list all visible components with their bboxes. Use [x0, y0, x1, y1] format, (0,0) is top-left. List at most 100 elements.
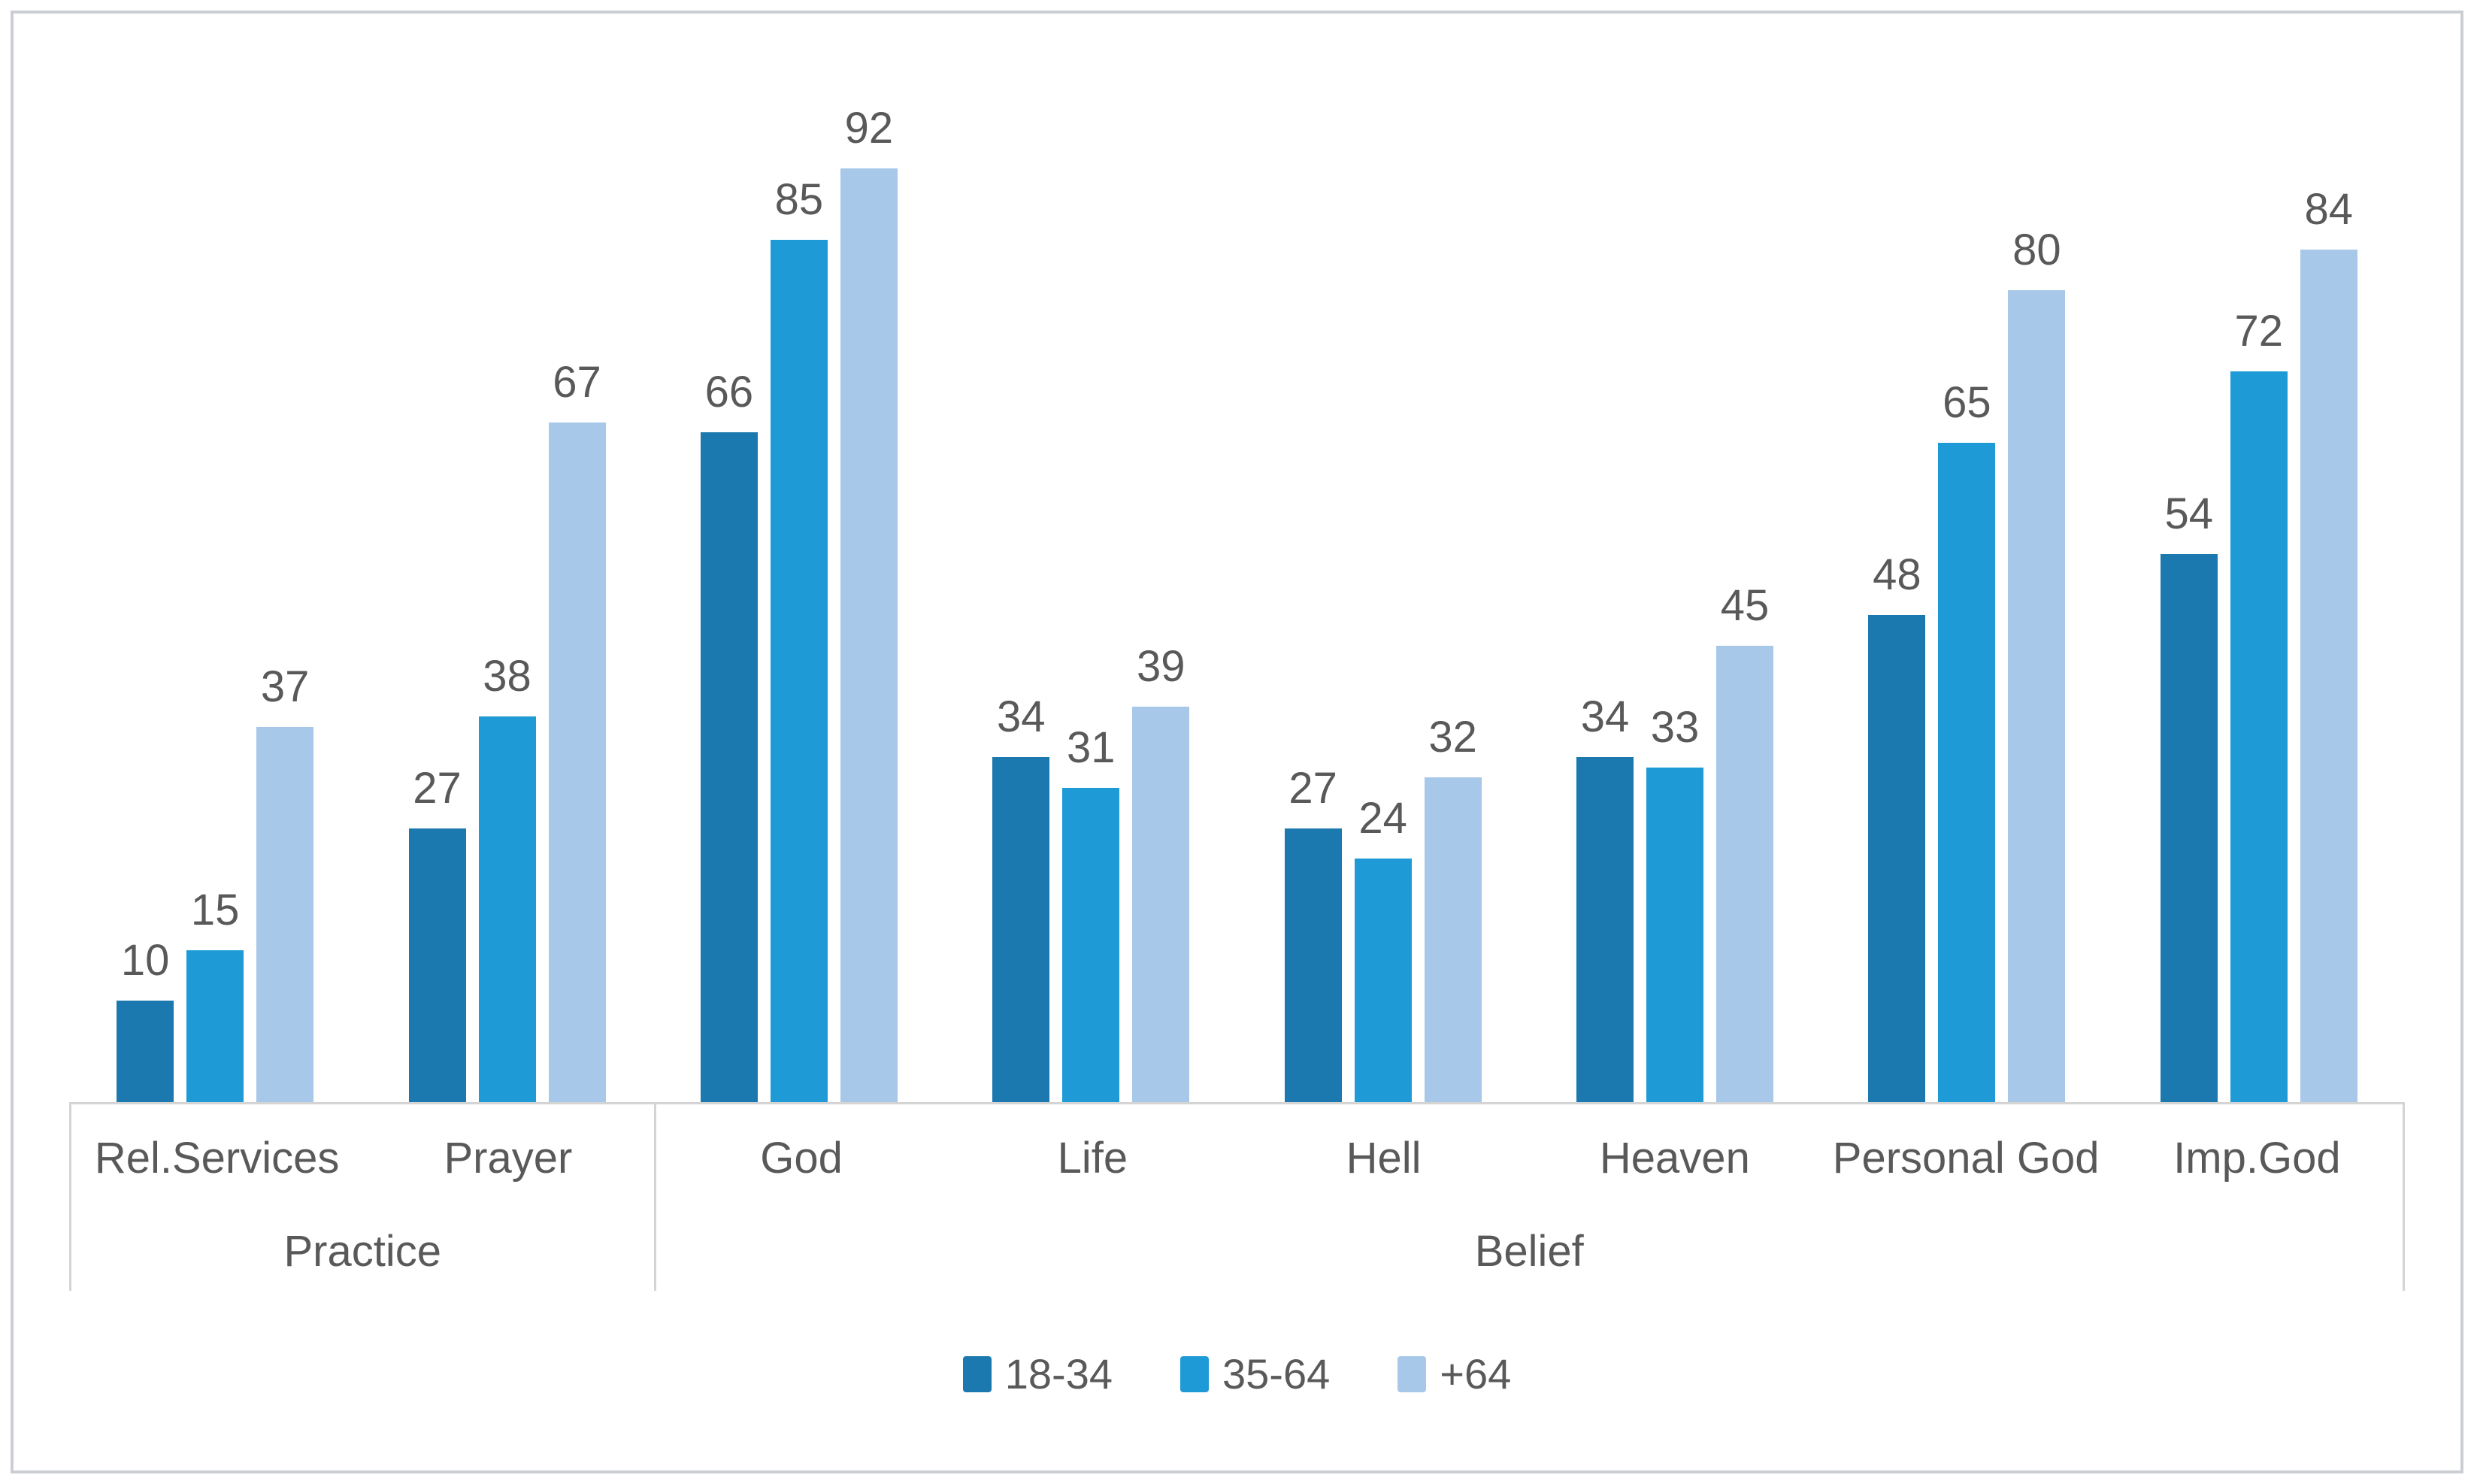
axis-category-row: God Life Hell Heaven Personal God Imp.God [656, 1104, 2403, 1211]
legend-item: +64 [1397, 1349, 1511, 1398]
bar [186, 949, 244, 1102]
bar-group-item: 27 [1284, 763, 1342, 1102]
bar [256, 726, 314, 1102]
bar-value-label: 38 [483, 652, 531, 701]
bar [840, 168, 898, 1102]
bar-value-label: 10 [120, 936, 170, 986]
category-column: 34 33 45 [1529, 14, 1821, 1102]
bar-group-item: 85 [770, 174, 828, 1102]
axis-category-row: Rel.Services Prayer [71, 1104, 654, 1211]
category-column: 66 85 92 [653, 14, 945, 1102]
bar [2230, 371, 2288, 1102]
legend: 18-34 35-64 +64 [14, 1349, 2460, 1398]
axis-group-box: God Life Hell Heaven Personal God Imp.God Beli… [653, 1104, 2405, 1291]
category-label: Rel.Services [94, 1133, 340, 1183]
bar-group-item: 33 [1646, 702, 1704, 1102]
bar [2008, 290, 2066, 1102]
bar-group-item: 10 [117, 936, 174, 1102]
bar [1132, 706, 1190, 1102]
bar [548, 422, 606, 1102]
bar-group-item: 32 [1424, 713, 1482, 1102]
plot-area: 10 15 37 27 38 67 66 85 92 34 31 39 27 24 32 34 33 45 48 65… [14, 14, 2460, 1102]
bar [770, 239, 828, 1102]
bar-value-label: 72 [2234, 307, 2284, 356]
legend-swatch [1180, 1355, 1209, 1392]
bar-value-label: 54 [2164, 489, 2214, 539]
category-column: 10 15 37 [69, 14, 361, 1102]
bar-value-label: 15 [190, 885, 240, 934]
bar-value-label: 33 [1650, 702, 1700, 752]
bar-group-item: 34 [1576, 692, 1634, 1102]
bar-group-item: 92 [840, 105, 898, 1102]
bar [1716, 645, 1774, 1102]
bar-value-label: 27 [1288, 763, 1337, 813]
bar [117, 1001, 174, 1102]
bar-value-label: 65 [1943, 377, 1991, 427]
bar-group-item: 48 [1868, 550, 1926, 1102]
bar [1424, 777, 1482, 1102]
legend-swatch [1397, 1355, 1427, 1392]
bar-group-item: 54 [2160, 489, 2218, 1102]
bar-group-item: 38 [478, 652, 536, 1102]
category-label: Hell [1346, 1133, 1422, 1183]
bar-value-label: 27 [413, 763, 462, 813]
bar [1062, 787, 1120, 1102]
bar-value-label: 37 [260, 662, 310, 711]
bar-value-label: 31 [1067, 722, 1116, 772]
category-label: Heaven [1599, 1133, 1750, 1183]
bar-group-item: 37 [256, 662, 314, 1102]
category-column: 34 31 39 [945, 14, 1237, 1102]
bar [1868, 615, 1926, 1102]
bar [1646, 767, 1704, 1102]
legend-swatch [962, 1355, 992, 1392]
bar-group-item: 15 [186, 885, 244, 1102]
bar-value-label: 45 [1720, 580, 1770, 630]
bar-value-label: 32 [1428, 713, 1477, 762]
bar-group-item: 45 [1716, 580, 1774, 1102]
legend-item: 35-64 [1180, 1349, 1330, 1398]
category-column: 48 65 80 [1821, 14, 2112, 1102]
bar-value-label: 85 [774, 174, 824, 224]
bar [1354, 859, 1412, 1102]
legend-label: 35-64 [1222, 1350, 1331, 1398]
bar-group-item: 27 [408, 763, 466, 1102]
group-label: Belief [1474, 1226, 1584, 1276]
bar-value-label: 24 [1358, 794, 1407, 843]
legend-label: 18-34 [1004, 1350, 1113, 1398]
bar-value-label: 34 [997, 692, 1046, 742]
bar-value-label: 80 [2012, 226, 2061, 275]
bar-value-label: 34 [1580, 692, 1630, 742]
bar [992, 757, 1050, 1102]
category-column: 54 72 84 [2113, 14, 2405, 1102]
bar [1938, 442, 1996, 1102]
bar-group-item: 67 [548, 359, 606, 1102]
bar-group-item: 66 [700, 368, 758, 1102]
bar-value-label: 66 [704, 368, 754, 417]
category-label: Personal God [1832, 1133, 2100, 1183]
category-label: Life [1057, 1133, 1128, 1183]
bar [700, 432, 758, 1102]
category-label: God [760, 1133, 843, 1183]
axis-group-box: Rel.Services Prayer Practice [69, 1104, 654, 1291]
bar-group-item: 24 [1354, 794, 1412, 1102]
bar-group-item: 39 [1132, 644, 1190, 1102]
legend-label: +64 [1440, 1350, 1512, 1398]
bar [2160, 554, 2218, 1102]
group-label: Practice [283, 1226, 441, 1276]
bar [1284, 828, 1342, 1102]
bar [478, 716, 536, 1102]
category-column: 27 38 67 [361, 14, 653, 1102]
bar [2300, 250, 2357, 1102]
category-label: Imp.God [2173, 1133, 2341, 1183]
chart-frame: 10 15 37 27 38 67 66 85 92 34 31 39 27 24 32 34 33 45 48 65… [11, 11, 2463, 1473]
bar-group-item: 84 [2300, 186, 2357, 1102]
category-column: 27 24 32 [1237, 14, 1529, 1102]
legend-item: 18-34 [962, 1349, 1113, 1398]
bar-value-label: 48 [1873, 550, 1921, 600]
category-axis: Rel.Services Prayer Practice God Life Hell Hea… [69, 1102, 2405, 1291]
bar-group-item: 31 [1062, 722, 1120, 1102]
bar [408, 828, 466, 1102]
bar-group-item: 80 [2008, 226, 2066, 1102]
bar-group-item: 34 [992, 692, 1050, 1102]
